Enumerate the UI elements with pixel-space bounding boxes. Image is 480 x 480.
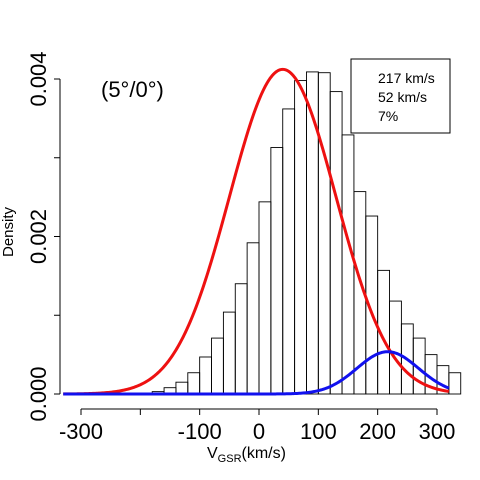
fit-curves — [62, 67, 450, 396]
y-tick-label: 0.002 — [26, 209, 51, 264]
x-tick-label: -300 — [59, 419, 103, 444]
y-tick-label: 0.004 — [26, 51, 51, 106]
histogram-bar — [329, 91, 343, 395]
histogram-bar — [199, 356, 212, 395]
histogram-bar — [448, 372, 462, 395]
x-tick-label: 0 — [253, 419, 265, 444]
histogram-bar — [270, 147, 284, 395]
histogram-bar — [187, 372, 201, 395]
x-tick-label: -100 — [178, 419, 222, 444]
histogram-bar — [222, 311, 236, 395]
histogram-bar — [258, 201, 272, 395]
legend-line-2: 52 km/s — [378, 89, 427, 105]
histogram-bar — [294, 80, 307, 395]
second-component-curve — [62, 350, 450, 396]
x-tick-label: 300 — [419, 419, 456, 444]
panel-label: (5°/0°) — [101, 77, 164, 102]
histogram-bar — [246, 242, 260, 395]
x-tick-label: 100 — [300, 419, 337, 444]
y-axis-label: Density — [0, 206, 17, 257]
histogram-bar — [211, 337, 224, 395]
histogram-bar — [234, 283, 248, 395]
legend-line-3: 7% — [378, 108, 398, 124]
x-axis-label: VGSR(km/s) — [207, 445, 286, 465]
x-tick-label: 200 — [359, 419, 396, 444]
histogram-bar — [175, 381, 189, 395]
axes: -300 -100 0 100 200 300 0.000 0.002 0.004 — [26, 51, 455, 444]
legend-line-1: 217 km/s — [378, 70, 435, 86]
y-tick-label: 0.000 — [26, 366, 51, 421]
histogram-bar — [317, 72, 331, 395]
histogram-bar — [341, 134, 355, 395]
main-component-curve — [62, 67, 450, 396]
histogram-bar — [282, 108, 296, 395]
histogram-bar — [389, 300, 402, 395]
legend-box — [350, 58, 451, 134]
